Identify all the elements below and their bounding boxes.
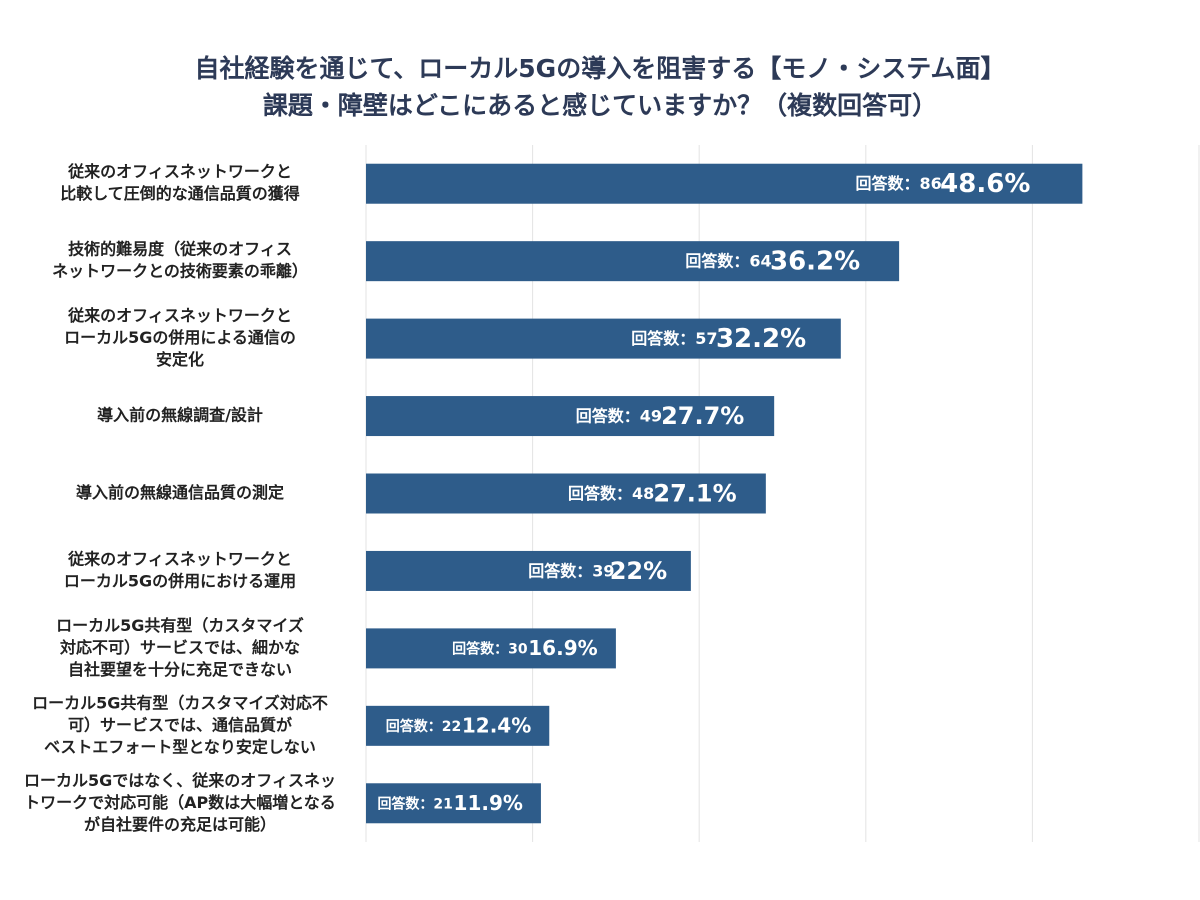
- percent-label: 16.9%: [528, 636, 597, 660]
- bar: [366, 783, 541, 824]
- count-label: 回答数：22: [386, 718, 461, 735]
- category-label: 自社要望を十分に充足できない: [68, 660, 292, 679]
- category-label: 導入前の無線通信品質の測定: [76, 483, 284, 502]
- bar: [366, 628, 616, 669]
- category-label: が自社要件の充足は可能）: [84, 815, 276, 834]
- bar: [366, 163, 1083, 204]
- chart-title: 自社経験を通じて、ローカル5Gの導入を阻害する【モノ・システム面】: [195, 54, 1006, 83]
- percent-label: 27.1%: [653, 480, 736, 508]
- bar: [366, 318, 841, 359]
- category-label: 対応不可）サービスでは、細かな: [59, 638, 300, 657]
- category-label: ネットワークとの技術要素の乖離）: [52, 262, 308, 281]
- chart-title: 課題・障壁はどこにあると感じていますか？（複数回答可）: [263, 91, 937, 120]
- percent-label: 36.2%: [770, 247, 860, 277]
- bar: [366, 241, 900, 282]
- category-label: ローカル5G共有型（カスタマイズ対応不: [32, 693, 328, 712]
- percent-label: 27.7%: [661, 402, 744, 430]
- bar: [366, 550, 691, 591]
- bar: [366, 396, 775, 437]
- category-label: 比較して圧倒的な通信品質の獲得: [60, 184, 300, 203]
- count-label: 回答数：39: [528, 561, 614, 580]
- category-label: 導入前の無線調査/設計: [97, 406, 263, 425]
- bar: [366, 705, 550, 746]
- category-label: 従来のオフィスネットワークと: [67, 162, 292, 181]
- percent-label: 32.2%: [716, 324, 806, 354]
- category-label: ローカル5Gではなく、従来のオフィスネッ: [24, 771, 336, 790]
- category-label: ローカル5Gの併用における運用: [64, 571, 296, 590]
- count-label: 回答数：21: [377, 795, 452, 812]
- percent-label: 22%: [610, 557, 667, 585]
- category-label: ローカル5G共有型（カスタマイズ: [56, 616, 304, 635]
- category-label: トワークで対応可能（AP数は大幅増となる: [24, 793, 336, 812]
- count-label: 回答数：86: [855, 174, 941, 193]
- category-label: 安定化: [156, 350, 204, 369]
- category-label: 従来のオフィスネットワークと: [67, 549, 292, 568]
- count-label: 回答数：30: [452, 640, 528, 657]
- count-label: 回答数：64: [685, 252, 771, 271]
- count-label: 回答数：49: [576, 407, 662, 426]
- category-label: 技術的難易度（従来のオフィス: [68, 240, 292, 259]
- category-label: ローカル5Gの併用による通信の: [64, 328, 296, 347]
- count-label: 回答数：48: [568, 484, 654, 503]
- bar: [366, 473, 766, 514]
- percent-label: 11.9%: [454, 791, 523, 815]
- percent-label: 48.6%: [940, 169, 1030, 199]
- category-label: 可）サービスでは、通信品質が: [68, 715, 292, 734]
- count-label: 回答数：57: [631, 329, 717, 348]
- category-label: 従来のオフィスネットワークと: [67, 306, 292, 325]
- percent-label: 12.4%: [462, 713, 531, 737]
- category-label: ベストエフォート型となり安定しない: [44, 737, 316, 756]
